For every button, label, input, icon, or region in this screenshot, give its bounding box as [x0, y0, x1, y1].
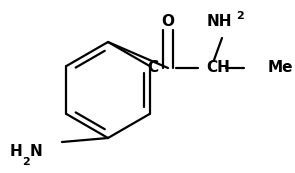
Text: C: C	[147, 61, 158, 75]
Text: 2: 2	[22, 157, 30, 167]
Text: O: O	[161, 15, 175, 30]
Text: N: N	[30, 144, 43, 160]
Text: NH: NH	[207, 15, 232, 30]
Text: Me: Me	[268, 61, 294, 75]
Text: 2: 2	[236, 11, 244, 21]
Text: H: H	[9, 144, 22, 160]
Text: CH: CH	[206, 61, 230, 75]
